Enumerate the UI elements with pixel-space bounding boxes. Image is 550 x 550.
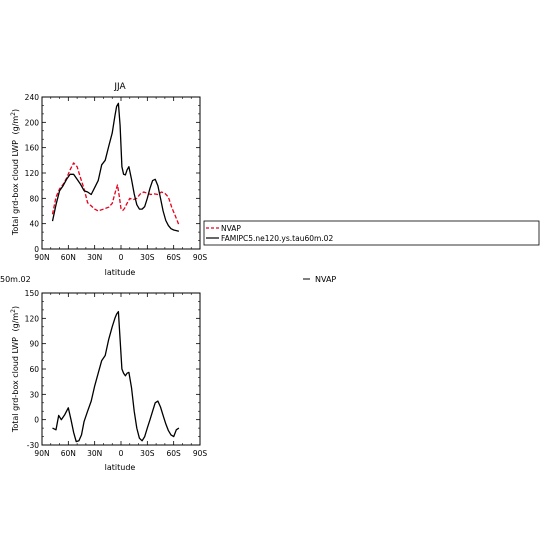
y-tick-label: 120 — [25, 169, 40, 178]
x-tick-label: 90N — [34, 253, 49, 262]
x-tick-label: 90N — [34, 449, 49, 458]
y-tick-label: 0 — [34, 245, 39, 254]
series-line-50m-02 — [52, 310, 180, 443]
y-axis-label-close: ) — [11, 306, 20, 309]
x-axis-label: latitude — [105, 463, 136, 472]
y-tick-label: -30 — [27, 441, 39, 450]
y-tick-label: 160 — [25, 144, 40, 153]
y-axis-label-sup: 2 — [10, 112, 17, 116]
x-tick-label: 30N — [87, 449, 102, 458]
partial-legend-label: 50m.02 — [0, 275, 31, 284]
x-axis-ticks: 90N 60N 30N 0 30S 60S 90S — [34, 97, 207, 262]
legend: NVAP FAMIPC5.ne120.ys.tau60m.02 — [203, 220, 540, 246]
y-tick-label: 0 — [34, 416, 39, 425]
series-line-famipc5-ne120-ys-tau60m-02 — [51, 102, 180, 232]
y-axis-label: Total grd-box cloud LWP (g/m2) — [10, 306, 20, 433]
x-tick-label: 30N — [87, 253, 102, 262]
y-axis-label-close: ) — [11, 109, 20, 112]
x-tick-label: 30S — [140, 253, 155, 262]
y-tick-label: 200 — [25, 118, 40, 127]
plot-frame — [41, 96, 201, 250]
right-legend-label: NVAP — [315, 275, 336, 284]
y-axis-label-main: Total grd-box cloud LWP — [11, 140, 20, 236]
y-tick-label: 240 — [25, 93, 40, 102]
x-tick-label: 0 — [119, 449, 124, 458]
x-axis-label: latitude — [105, 268, 136, 277]
x-tick-label: 30S — [140, 449, 155, 458]
y-tick-label: 80 — [29, 194, 39, 203]
y-axis-label-units: (g/m — [11, 116, 20, 135]
y-tick-label: 90 — [29, 340, 39, 349]
y-axis-label: Total grd-box cloud LWP (g/m2) — [10, 109, 20, 236]
x-tick-label: 60S — [167, 449, 182, 458]
x-axis-ticks: 90N 60N 30N 0 30S 60S 90S — [34, 293, 207, 458]
legend-label-nvap: NVAP — [221, 224, 241, 233]
y-axis-label-main: Total grd-box cloud LWP — [11, 337, 20, 433]
panel-bottom: -30 0 30 60 90 120 150 90N 60N 30N 0 30S 60S 90S lat… — [10, 289, 207, 472]
y-tick-label: 40 — [29, 220, 39, 229]
series-line-nvap — [51, 162, 180, 226]
x-tick-label: 60N — [61, 449, 76, 458]
legend-frame — [203, 220, 540, 246]
x-tick-label: 90S — [193, 253, 208, 262]
series-lines — [51, 102, 180, 232]
y-axis-ticks: 0 40 80 120 160 200 240 — [25, 93, 200, 254]
x-tick-label: 60S — [167, 253, 182, 262]
y-axis-ticks: -30 0 30 60 90 120 150 — [25, 289, 200, 450]
x-tick-label: 90S — [193, 449, 208, 458]
y-axis-label-sup: 2 — [10, 309, 17, 313]
x-tick-label: 60N — [61, 253, 76, 262]
x-tick-label: 0 — [119, 253, 124, 262]
series-lines — [52, 310, 180, 443]
y-tick-label: 60 — [29, 365, 39, 374]
plot-frame — [41, 292, 201, 446]
y-tick-label: 30 — [29, 390, 39, 399]
legend-label-model: FAMIPC5.ne120.ys.tau60m.02 — [221, 234, 333, 243]
y-tick-label: 150 — [25, 289, 40, 298]
y-axis-label-units: (g/m — [11, 313, 20, 332]
chart-title: JJA — [113, 82, 126, 92]
y-tick-label: 120 — [25, 314, 40, 323]
